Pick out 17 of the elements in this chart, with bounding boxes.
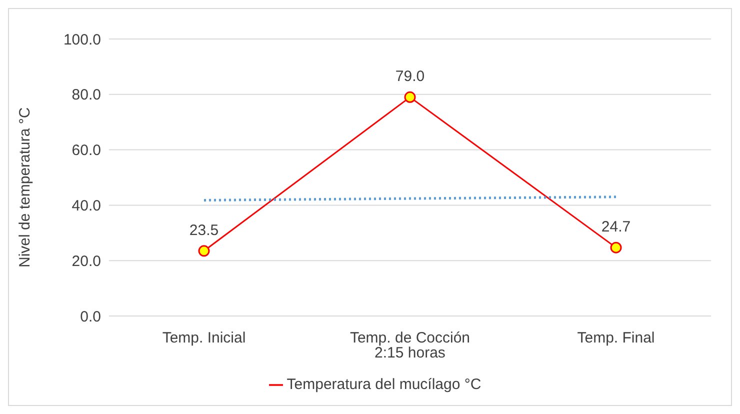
y-tick-label: 80.0 xyxy=(72,86,101,104)
x-tick-label: Temp. Final xyxy=(577,330,655,347)
point xyxy=(404,91,416,103)
x-tick-label: Temp. de Cocción 2:15 horas xyxy=(350,330,470,362)
point xyxy=(610,242,622,254)
y-axis-title: Nivel de temperatura °C xyxy=(16,107,34,268)
legend-label: Temperatura del mucílago °C xyxy=(286,376,482,393)
data-label: 79.0 xyxy=(395,68,425,86)
y-tick-label: 100.0 xyxy=(63,31,101,48)
y-tick-label: 60.0 xyxy=(72,142,101,160)
y-tick-label: 0.0 xyxy=(80,308,101,326)
y-tick-label: 20.0 xyxy=(72,252,101,270)
y-tick-label: 40.0 xyxy=(72,198,101,215)
x-tick-label: Temp. Inicial xyxy=(162,330,246,347)
point xyxy=(198,245,210,257)
data-label: 24.7 xyxy=(601,218,631,236)
data-label: 23.5 xyxy=(189,222,219,239)
